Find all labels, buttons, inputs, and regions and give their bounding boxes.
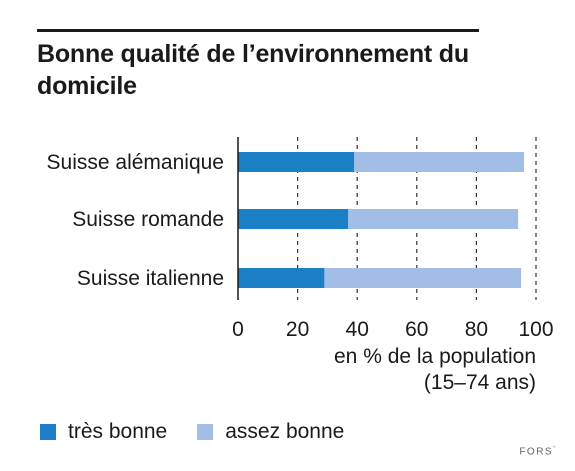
tick-labels: 0 20 40 60 80 100 — [232, 318, 553, 341]
fors-mark: ° — [553, 445, 557, 452]
bars — [238, 152, 525, 288]
tick-label-60: 60 — [405, 318, 428, 341]
tick-label-40: 40 — [346, 318, 369, 341]
category-label-2: Suisse italienne — [77, 267, 224, 290]
bar-tres-bonne-1 — [238, 209, 349, 229]
category-label-0: Suisse alémanique — [47, 151, 224, 174]
legend-item-assez-bonne: assez bonne — [197, 420, 344, 444]
tick-label-100: 100 — [518, 318, 553, 341]
bar-tres-bonne-2 — [238, 268, 325, 288]
x-axis-title-line-0: en % de la population — [334, 345, 536, 368]
bar-tres-bonne-0 — [238, 152, 355, 172]
category-labels: Suisse alémanique Suisse romande Suisse it… — [47, 151, 224, 290]
bar-chart: Suisse alémanique Suisse romande Suisse it… — [47, 137, 554, 394]
chart-title: Bonne qualité de l’environnement du domi… — [37, 40, 469, 100]
legend: très bonne assez bonne — [40, 420, 374, 444]
tick-label-80: 80 — [465, 318, 488, 341]
legend-label-assez-bonne: assez bonne — [225, 420, 345, 443]
title-rule — [37, 29, 479, 32]
category-label-1: Suisse romande — [72, 208, 224, 231]
fors-brand-text: FORS — [519, 446, 554, 457]
bar-assez-bonne-0 — [354, 152, 525, 172]
bar-assez-bonne-2 — [324, 268, 522, 288]
legend-item-tres-bonne: très bonne — [40, 420, 167, 444]
legend-swatch-tres-bonne — [40, 424, 56, 440]
bar-assez-bonne-1 — [348, 209, 519, 229]
legend-label-tres-bonne: très bonne — [68, 420, 168, 443]
tick-label-20: 20 — [286, 318, 309, 341]
tick-label-0: 0 — [232, 318, 244, 341]
x-axis-title-line-1: (15–74 ans) — [424, 371, 536, 394]
fors-logo: FORS° — [519, 446, 557, 457]
x-axis-title: en % de la population (15–74 ans) — [334, 345, 536, 394]
legend-swatch-assez-bonne — [197, 424, 214, 440]
